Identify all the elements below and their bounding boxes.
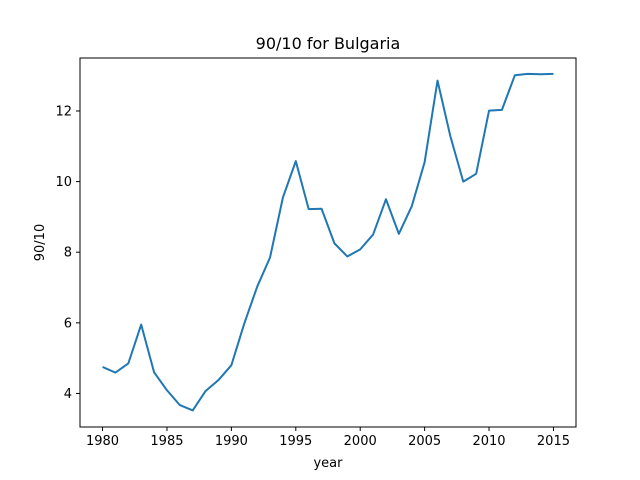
y-tick-label: 8: [64, 246, 72, 261]
x-tick-label: 1985: [150, 434, 183, 449]
y-tick-label: 6: [64, 316, 72, 331]
x-axis-label: year: [313, 456, 343, 471]
y-axis-label: 90/10: [33, 224, 48, 261]
x-tick-label: 1990: [215, 434, 248, 449]
x-axis: 1980 1985 1990 1995 2000 2005 2010 2015: [86, 427, 570, 449]
plot-area: [102, 72, 554, 412]
plot-frame: [79, 57, 577, 428]
series-line: [102, 72, 554, 412]
x-tick-label: 1995: [279, 434, 312, 449]
y-tick-label: 12: [55, 104, 72, 119]
x-tick-label: 2005: [408, 434, 441, 449]
y-tick-label: 10: [55, 175, 72, 190]
y-tick-label: 4: [64, 387, 72, 402]
x-tick-label: 1980: [86, 434, 119, 449]
chart-title: 90/10 for Bulgaria: [256, 34, 401, 53]
x-tick-label: 2000: [344, 434, 377, 449]
x-tick-label: 2010: [472, 434, 505, 449]
y-axis: 4 6 8 10 12: [55, 104, 80, 402]
x-tick-label: 2015: [537, 434, 570, 449]
